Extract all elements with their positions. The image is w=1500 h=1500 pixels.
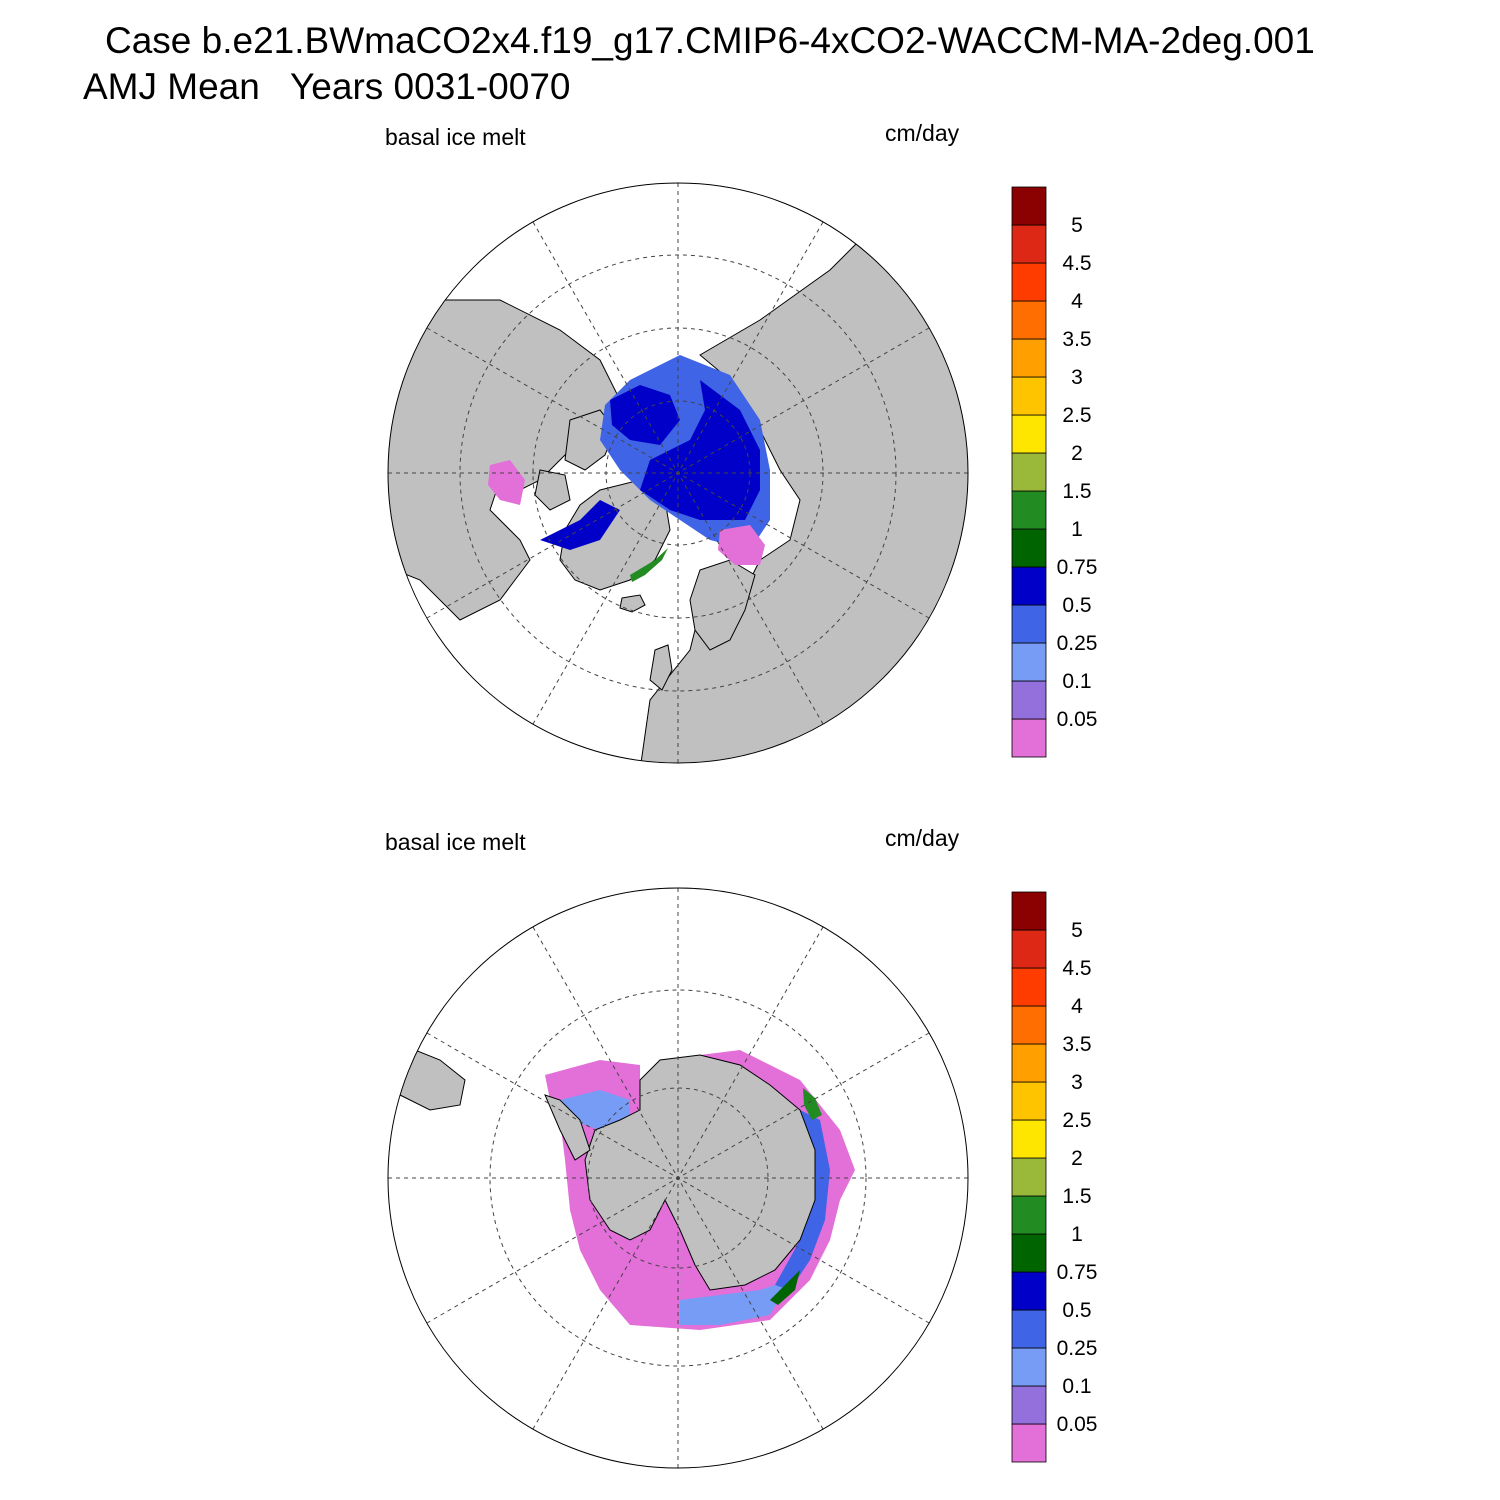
south-colorbar-tick-label: 5 bbox=[1071, 919, 1083, 942]
north-colorbar-box bbox=[1011, 414, 1047, 454]
south-colorbar-box bbox=[1011, 1157, 1047, 1197]
north-colorbar-tick-label: 0.75 bbox=[1057, 556, 1098, 579]
south-colorbar-box bbox=[1011, 1043, 1047, 1083]
north-colorbar-box bbox=[1011, 490, 1047, 530]
north-colorbar-box bbox=[1011, 680, 1047, 720]
north-melt-0.5-transpolar bbox=[640, 380, 760, 520]
north-panel-variable-label: basal ice melt bbox=[385, 124, 526, 150]
south-colorbar-tick-label: 3 bbox=[1071, 1071, 1083, 1094]
south-land bbox=[394, 1049, 816, 1291]
canadian-island bbox=[534, 469, 571, 511]
south-melt-high-ross bbox=[770, 1270, 800, 1305]
north-colorbar-tick-label: 1 bbox=[1071, 518, 1083, 541]
south-colorbar-box bbox=[1011, 1423, 1047, 1463]
north-colorbar-tick-label: 0.05 bbox=[1057, 708, 1098, 731]
south-colorbar-tick-label: 0.5 bbox=[1062, 1299, 1091, 1322]
south-colorbar-tick-label: 4.5 bbox=[1062, 957, 1091, 980]
north-melt-barents-low bbox=[718, 525, 765, 565]
south-colorbar-box bbox=[1011, 1271, 1047, 1311]
britain bbox=[649, 644, 673, 691]
north-melt-hudson-low bbox=[488, 460, 525, 505]
figure-title: Case b.e21.BWmaCO2x4.f19_g17.CMIP6-4xCO2… bbox=[105, 20, 1315, 61]
south-colorbar-tick-label: 1.5 bbox=[1062, 1185, 1091, 1208]
south-panel-units-label: cm/day bbox=[885, 825, 960, 851]
north-colorbar-box bbox=[1011, 376, 1047, 416]
north-colorbar-tick-label: 2 bbox=[1071, 442, 1083, 465]
antarctica bbox=[584, 1054, 816, 1291]
south-colorbar-box bbox=[1011, 967, 1047, 1007]
south-melt-high-east bbox=[803, 1088, 822, 1120]
south-colorbar-box bbox=[1011, 929, 1047, 969]
north-colorbar-box bbox=[1011, 528, 1047, 568]
north-colorbar-box bbox=[1011, 186, 1047, 226]
north-colorbar-box bbox=[1011, 262, 1047, 302]
north-colorbar-tick-label: 0.1 bbox=[1062, 670, 1091, 693]
south-colorbar-tick-label: 0.05 bbox=[1057, 1413, 1098, 1436]
north-graticule bbox=[388, 183, 968, 763]
south-colorbar-tick-label: 0.1 bbox=[1062, 1375, 1091, 1398]
north-colorbar-box bbox=[1011, 642, 1047, 682]
north-melt-greenland-high bbox=[630, 548, 668, 582]
south-colorbar-box bbox=[1011, 1347, 1047, 1387]
north-melt-0.5-baffin bbox=[540, 500, 620, 550]
north-colorbar-tick-label: 4 bbox=[1071, 290, 1083, 313]
antarctic-peninsula bbox=[544, 1094, 591, 1161]
north-colorbar-tick-label: 3.5 bbox=[1062, 328, 1091, 351]
north-land bbox=[388, 219, 968, 763]
south-melt-0.25-east bbox=[775, 1110, 830, 1290]
north-colorbar-box bbox=[1011, 338, 1047, 378]
south-colorbar-box bbox=[1011, 1309, 1047, 1349]
north-colorbar: 0.05 0.1 0.25 0.5 0.75 1 1.5 2 2.5 3 3.5 4 4.5 5 bbox=[1011, 186, 1098, 758]
south-colorbar: 0.05 0.1 0.25 0.5 0.75 1 1.5 2 2.5 3 3.5 4 4.5 5 bbox=[1011, 891, 1098, 1463]
south-colorbar-box bbox=[1011, 891, 1047, 931]
north-colorbar-box bbox=[1011, 604, 1047, 644]
north-colorbar-tick-label: 3 bbox=[1071, 366, 1083, 389]
north-colorbar-tick-label: 0.5 bbox=[1062, 594, 1091, 617]
north-colorbar-tick-label: 4.5 bbox=[1062, 252, 1091, 275]
south-america-tip bbox=[394, 1049, 466, 1111]
north-panel-units-label: cm/day bbox=[885, 120, 960, 146]
north-colorbar-tick-label: 5 bbox=[1071, 214, 1083, 237]
south-colorbar-box bbox=[1011, 1005, 1047, 1045]
north-colorbar-box bbox=[1011, 224, 1047, 264]
north-colorbar-box bbox=[1011, 300, 1047, 340]
north-america-landmass bbox=[388, 299, 621, 621]
south-colorbar-tick-label: 2.5 bbox=[1062, 1109, 1091, 1132]
south-panel-variable-label: basal ice melt bbox=[385, 829, 526, 855]
north-melt-0.5-region bbox=[610, 385, 680, 445]
south-colorbar-tick-label: 4 bbox=[1071, 995, 1083, 1018]
south-polar-map bbox=[387, 887, 969, 1469]
iceland bbox=[619, 594, 646, 613]
north-colorbar-tick-label: 1.5 bbox=[1062, 480, 1091, 503]
north-map-border bbox=[387, 182, 969, 764]
north-polar-map bbox=[387, 182, 969, 764]
south-colorbar-box bbox=[1011, 1119, 1047, 1159]
south-graticule bbox=[388, 888, 968, 1468]
north-colorbar-tick-label: 2.5 bbox=[1062, 404, 1091, 427]
south-colorbar-tick-label: 0.25 bbox=[1057, 1337, 1098, 1360]
south-colorbar-tick-label: 1 bbox=[1071, 1223, 1083, 1246]
south-colorbar-tick-label: 0.75 bbox=[1057, 1261, 1098, 1284]
north-colorbar-box bbox=[1011, 718, 1047, 758]
south-colorbar-box bbox=[1011, 1195, 1047, 1235]
north-colorbar-box bbox=[1011, 566, 1047, 606]
south-melt-0.25-ross bbox=[680, 1280, 790, 1325]
south-map-border bbox=[387, 887, 969, 1469]
north-colorbar-box bbox=[1011, 452, 1047, 492]
figure-subtitle: AMJ Mean Years 0031-0070 bbox=[83, 66, 571, 107]
south-colorbar-box bbox=[1011, 1081, 1047, 1121]
south-colorbar-box bbox=[1011, 1233, 1047, 1273]
south-colorbar-box bbox=[1011, 1385, 1047, 1425]
north-colorbar-tick-label: 0.25 bbox=[1057, 632, 1098, 655]
south-colorbar-tick-label: 2 bbox=[1071, 1147, 1083, 1170]
south-colorbar-tick-label: 3.5 bbox=[1062, 1033, 1091, 1056]
